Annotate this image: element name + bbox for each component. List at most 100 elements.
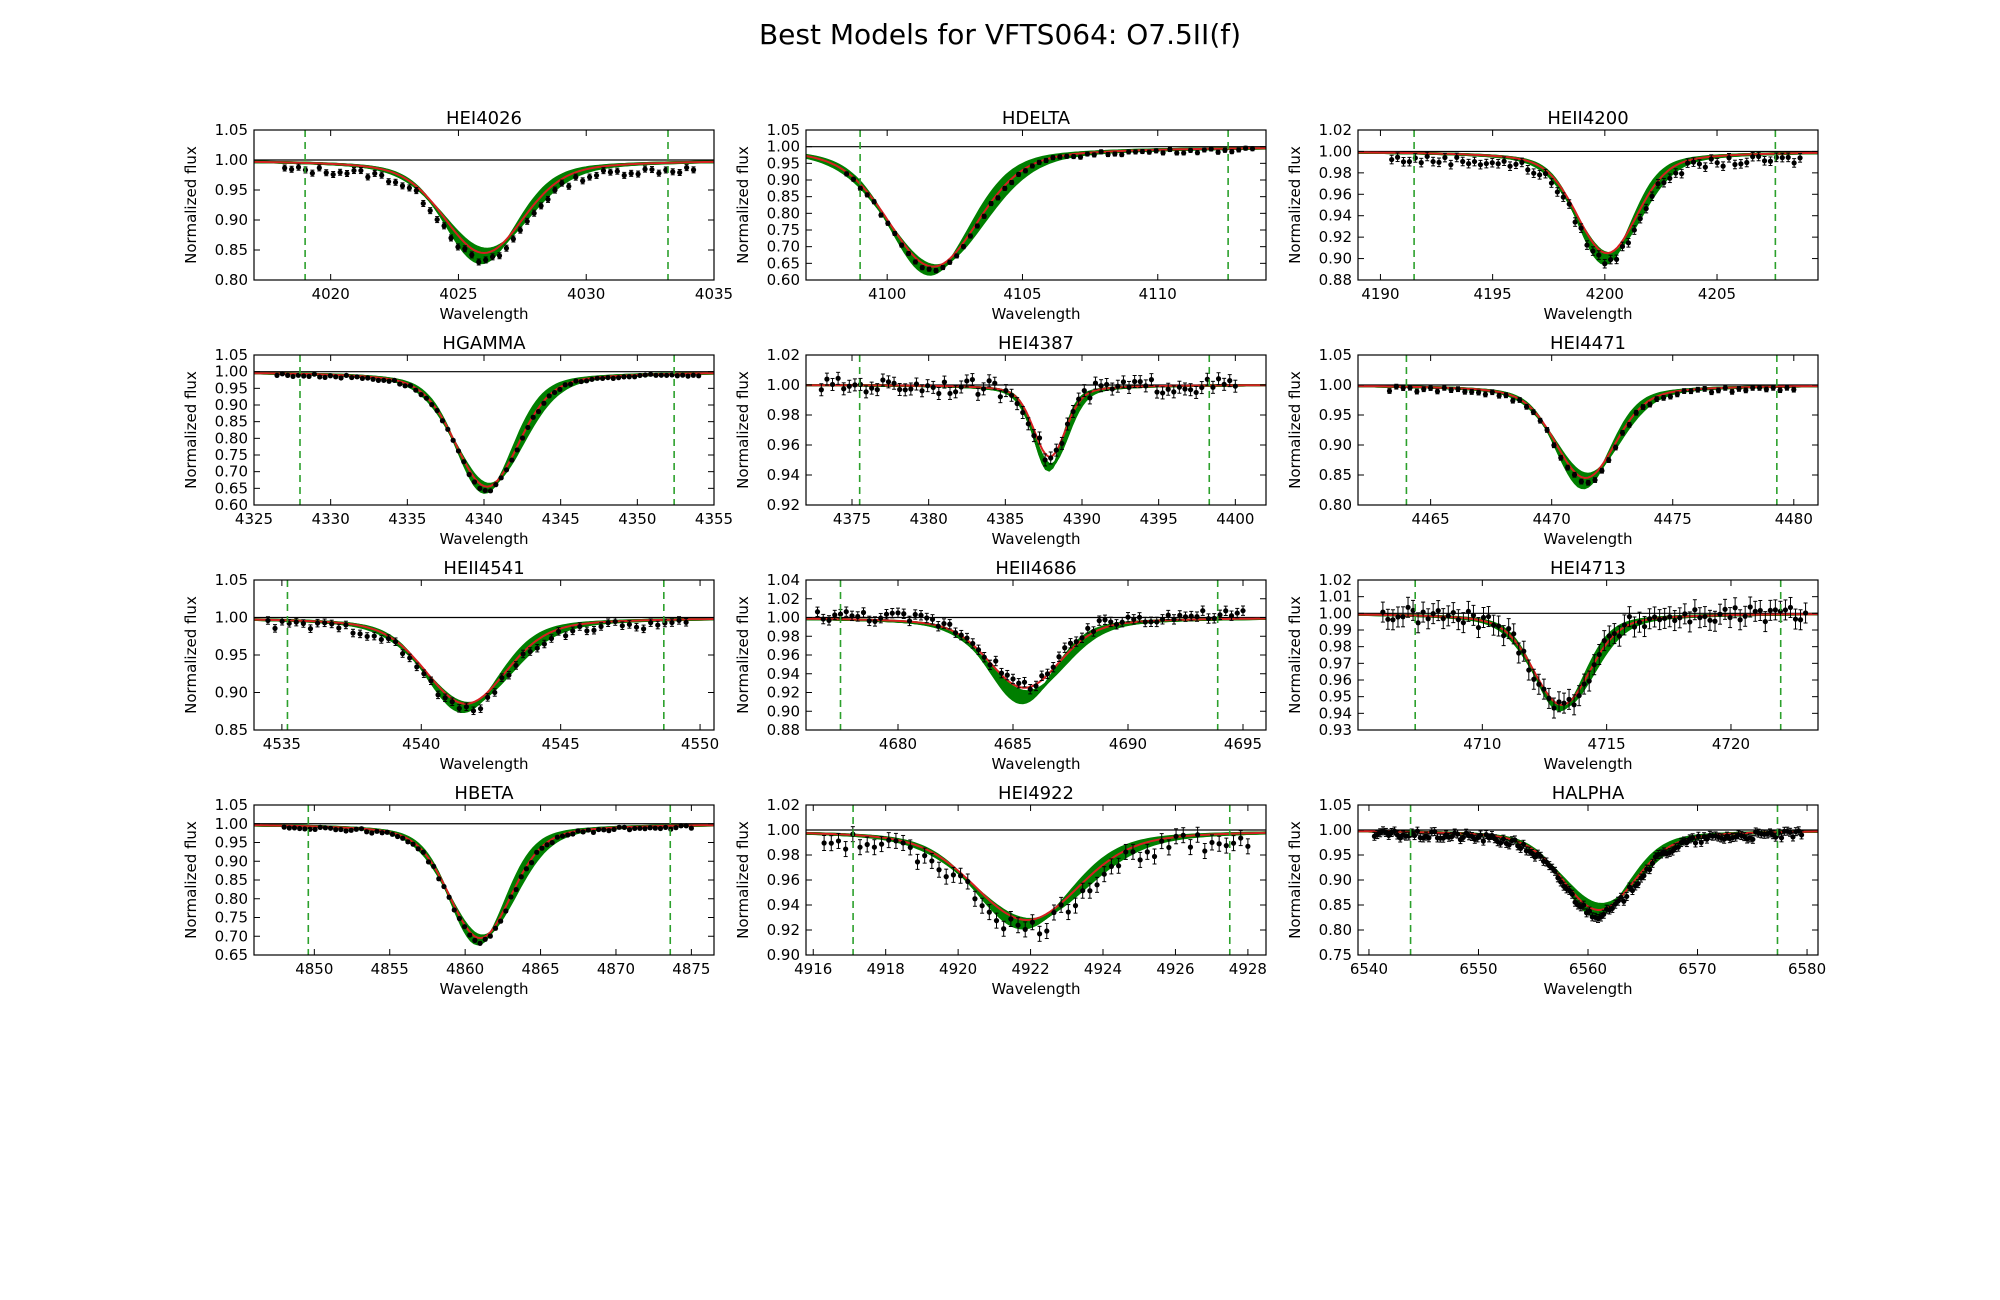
data-point	[1767, 607, 1773, 613]
data-point	[1565, 465, 1571, 471]
data-point	[1531, 170, 1537, 176]
model-curve	[806, 384, 1266, 468]
data-point	[1762, 618, 1768, 625]
data-point	[922, 853, 928, 859]
model-curve	[1358, 385, 1818, 481]
data-point	[981, 654, 987, 660]
data-point	[1223, 608, 1229, 614]
x-tick-label: 4928	[1229, 960, 1267, 978]
data-point	[1641, 623, 1648, 630]
data-point	[1779, 155, 1785, 161]
data-point	[1113, 621, 1120, 627]
data-point	[1674, 391, 1680, 397]
data-point	[1130, 849, 1136, 855]
y-tick-label: 0.80	[1319, 921, 1352, 939]
data-point	[1435, 607, 1441, 614]
data-point	[477, 940, 483, 946]
data-point	[520, 651, 526, 657]
data-point	[1222, 147, 1228, 153]
y-tick-label: 1.01	[1319, 588, 1352, 606]
data-point	[1687, 619, 1693, 625]
data-point	[1240, 608, 1246, 614]
data-point	[1660, 395, 1667, 401]
data-point	[498, 475, 504, 481]
model-curve	[254, 823, 714, 945]
panel-title: HEII4541	[443, 558, 524, 579]
data-point	[605, 374, 611, 381]
data-point	[919, 388, 925, 394]
data-point	[872, 618, 878, 625]
x-tick-label: 4926	[1156, 960, 1194, 978]
panel-hei4922: 4916 4918 4920 4922 4924 4926 4928 0.90 0.92 0.94…	[734, 783, 1267, 998]
y-tick-label: 1.00	[767, 376, 800, 394]
model-curve	[1358, 385, 1818, 479]
y-tick-label: 0.96	[767, 871, 800, 889]
data-point	[1044, 671, 1051, 677]
model-curve	[254, 372, 714, 486]
data-point	[514, 447, 520, 453]
data-point	[573, 174, 579, 180]
y-tick-label: 0.65	[215, 946, 248, 964]
data-point	[1410, 607, 1416, 614]
data-point	[322, 825, 329, 831]
data-point	[418, 392, 424, 398]
data-point	[1131, 616, 1137, 622]
data-point	[1460, 620, 1466, 626]
panel-hei4471: 4465 4470 4475 4480 0.80 0.85 0.90 0.95 1.00 1.05…	[1286, 333, 1819, 548]
y-tick-label: 1.04	[767, 571, 800, 589]
data-point	[1657, 617, 1663, 623]
data-point	[358, 167, 364, 174]
data-point	[429, 402, 435, 408]
y-tick-label: 1.00	[1319, 142, 1352, 160]
y-tick-label: 0.85	[215, 413, 248, 431]
data-point	[1009, 179, 1015, 186]
data-point	[587, 174, 593, 180]
data-point	[674, 373, 680, 379]
x-tick-label: 4715	[1588, 735, 1626, 753]
x-axis-label: Wavelength	[440, 980, 529, 998]
data-point	[508, 894, 514, 900]
x-tick-label: 4100	[868, 285, 906, 303]
data-point	[673, 825, 679, 831]
data-point	[1036, 159, 1042, 165]
model-curve	[806, 384, 1266, 472]
data-point	[1585, 480, 1591, 486]
data-point	[405, 839, 411, 845]
data-point	[936, 867, 942, 873]
x-tick-label: 4916	[794, 960, 832, 978]
data-point	[1802, 610, 1809, 616]
model-curve	[1358, 385, 1818, 483]
data-point	[1053, 447, 1059, 453]
y-tick-label: 1.05	[767, 121, 800, 139]
model-curve	[254, 824, 714, 940]
best-fit-curve	[1358, 385, 1818, 480]
data-point	[895, 610, 901, 616]
data-point	[1232, 383, 1238, 389]
x-tick-label: 4190	[1361, 285, 1399, 303]
data-point	[580, 178, 586, 184]
y-tick-label: 0.99	[1319, 621, 1352, 639]
panel-title: HEI4922	[998, 783, 1074, 804]
data-point	[626, 827, 633, 833]
data-point	[1791, 387, 1797, 393]
data-point	[1400, 614, 1406, 620]
data-point	[1176, 384, 1182, 390]
best-fit-curve	[806, 831, 1266, 922]
data-point	[307, 626, 314, 632]
data-point	[941, 620, 947, 627]
data-point	[1420, 609, 1426, 615]
model-curve	[254, 160, 714, 259]
data-point	[545, 196, 551, 203]
y-tick-label: 1.00	[767, 821, 800, 839]
plot-frame	[253, 579, 715, 731]
data-point	[448, 235, 454, 241]
data-point	[567, 381, 574, 387]
y-axis-label: Normalized flux	[734, 596, 752, 714]
data-point	[1166, 844, 1172, 851]
model-curve	[1358, 385, 1818, 480]
data-point	[1592, 477, 1598, 483]
data-point	[1080, 888, 1086, 894]
data-point	[295, 164, 302, 170]
data-point	[274, 372, 280, 378]
